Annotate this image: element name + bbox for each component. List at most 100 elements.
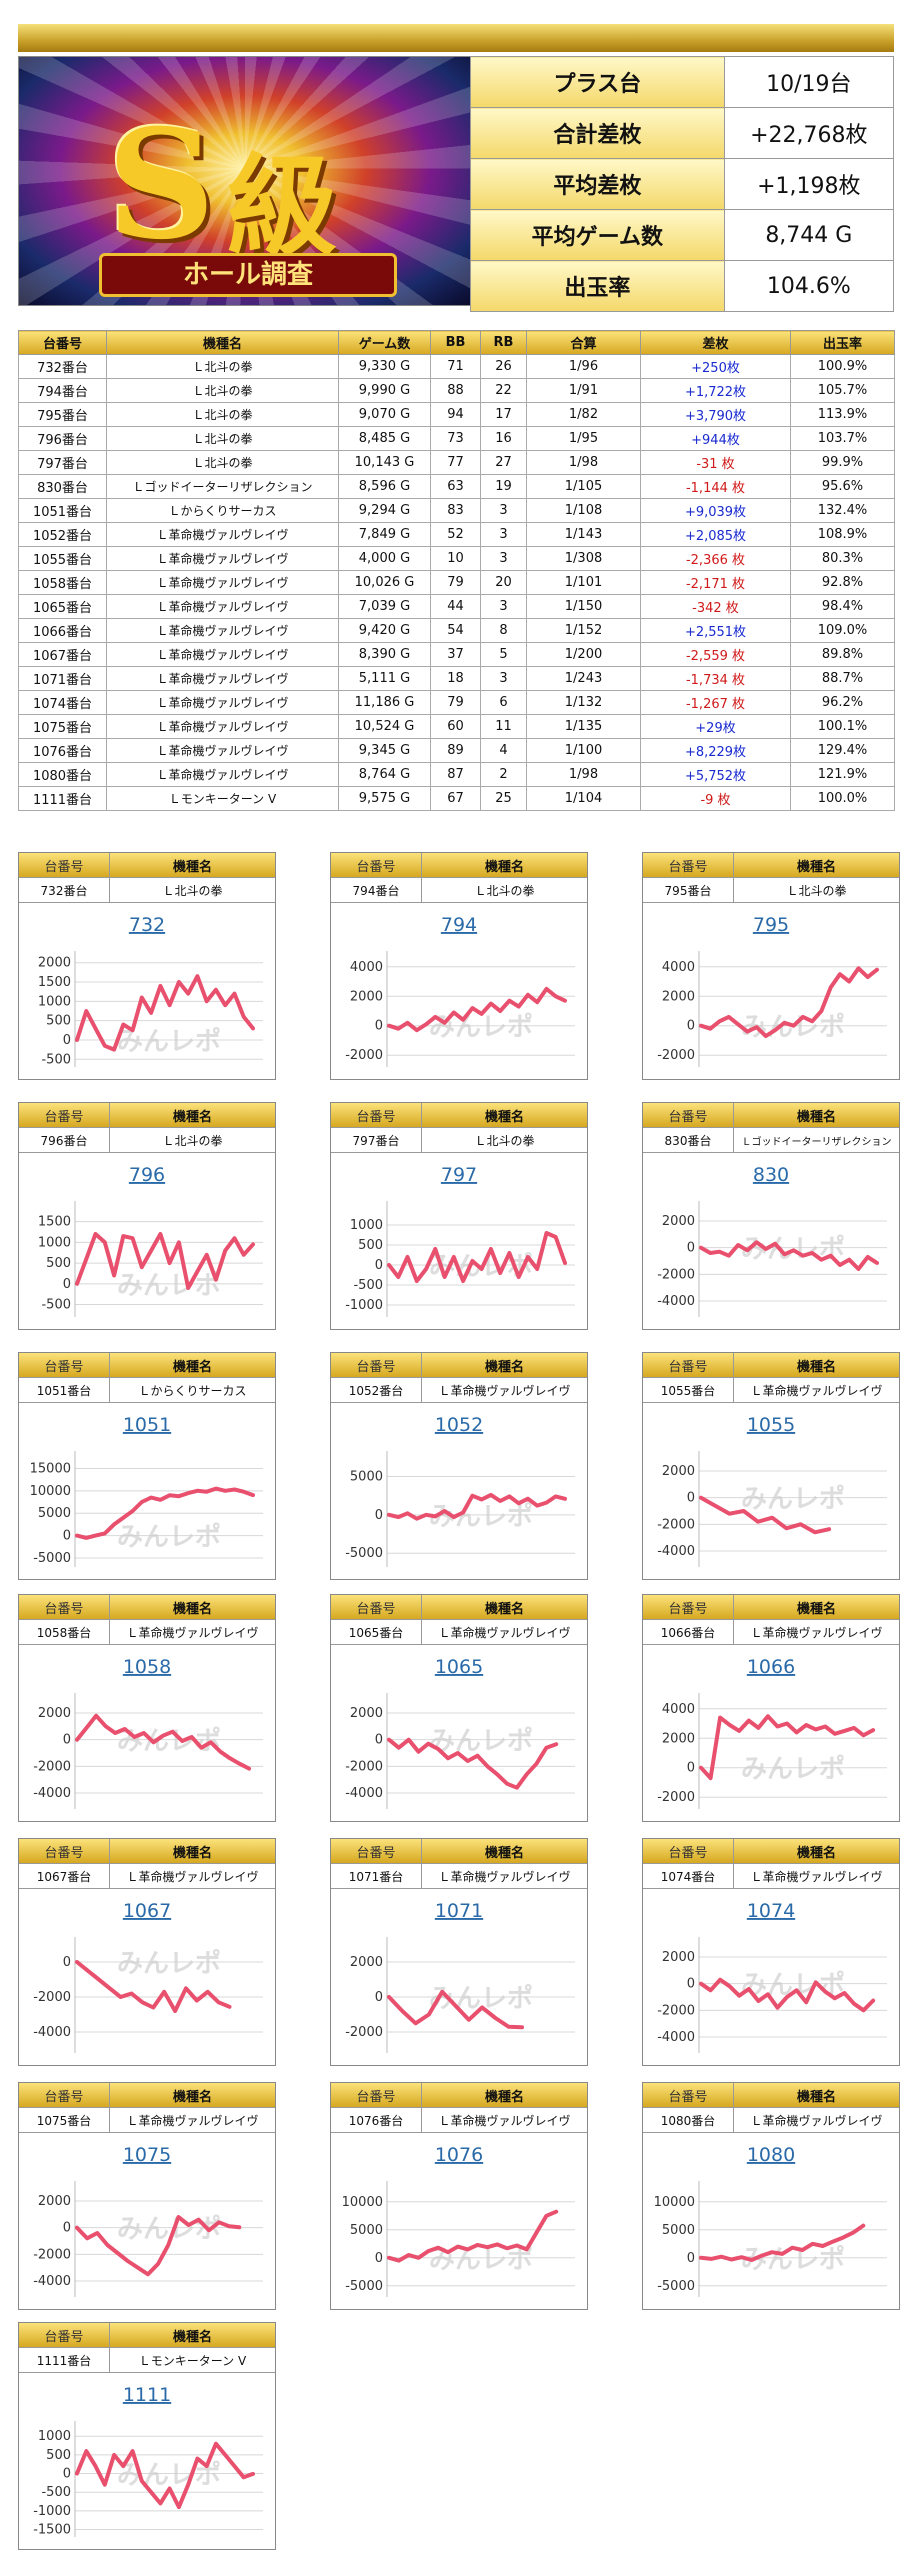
medal-difference: +944枚 bbox=[640, 426, 791, 451]
summary-value: 8,744 G bbox=[723, 209, 895, 261]
y-tick-label: 2000 bbox=[38, 1706, 71, 1721]
graph-card: 台番号 機種名 1076番台 Ｌ革命機ヴァルヴレイヴ 1076 10000 5000 0 -50… bbox=[330, 2082, 588, 2310]
summary-table: プラス台 10/19台 合計差枚 +22,768枚 平均差枚 +1,198枚 平均ゲーム数 8… bbox=[470, 56, 895, 312]
y-tick-label: 500 bbox=[358, 1238, 383, 1253]
watermark-logo: みんレポ bbox=[429, 1012, 533, 1043]
card-machine-name: Ｌ北斗の拳 bbox=[162, 883, 223, 898]
y-tick-label: 0 bbox=[375, 2251, 383, 2266]
machine-number: 1052番台 bbox=[18, 522, 107, 547]
card-machine-name: Ｌ北斗の拳 bbox=[474, 883, 535, 898]
card-machine-number: 1074番台 bbox=[643, 1864, 734, 1888]
medal-difference: -31 枚 bbox=[640, 450, 791, 475]
watermark-logo: みんレポ bbox=[429, 1501, 533, 1532]
column-header: 台番号 bbox=[18, 330, 107, 355]
y-tick-label: -2000 bbox=[657, 2003, 695, 2018]
balance-line-chart: 1058 2000 0 -2000 -4000 みんレポ bbox=[33, 1656, 263, 1809]
payout-rate: 103.7% bbox=[790, 426, 895, 451]
graph-card: 台番号 機種名 794番台 Ｌ北斗の拳 794 4000 2000 0 -2000 みんレポ bbox=[330, 852, 588, 1080]
medal-difference: +8,229枚 bbox=[640, 738, 791, 763]
machine-number: 732番台 bbox=[18, 354, 107, 379]
medal-difference: +29枚 bbox=[640, 714, 791, 739]
watermark-logo: みんレポ bbox=[741, 1754, 845, 1785]
payout-rate: 132.4% bbox=[790, 498, 895, 523]
machine-name: Ｌ北斗の拳 bbox=[106, 354, 339, 379]
column-header: RB bbox=[480, 330, 527, 355]
medal-difference: +250枚 bbox=[640, 354, 791, 379]
combined-probability: 1/82 bbox=[526, 402, 641, 427]
graph-card-header: 台番号 機種名 bbox=[643, 853, 899, 878]
medal-difference: -1,734 枚 bbox=[640, 666, 791, 691]
y-tick-label: -2000 bbox=[657, 1790, 695, 1805]
summary-row: 平均差枚 +1,198枚 bbox=[470, 158, 895, 210]
header-number-label: 台番号 bbox=[331, 1103, 422, 1127]
graph-card-info: 795番台 Ｌ北斗の拳 bbox=[643, 878, 899, 903]
combined-probability: 1/95 bbox=[526, 426, 641, 451]
top-gold-band bbox=[18, 24, 894, 52]
header-name-label: 機種名 bbox=[796, 1109, 836, 1125]
y-tick-label: -4000 bbox=[657, 2030, 695, 2045]
machine-number: 1055番台 bbox=[18, 546, 107, 571]
chart-title-link: 1066 bbox=[747, 1656, 795, 1678]
card-machine-name: Ｌ革命機ヴァルヴレイヴ bbox=[438, 1869, 571, 1884]
y-tick-label: -2000 bbox=[33, 1759, 71, 1774]
column-header: 差枚 bbox=[640, 330, 791, 355]
header-name-label: 機種名 bbox=[172, 1359, 212, 1375]
table-row: 1055番台 Ｌ革命機ヴァルヴレイヴ 4,000 G 10 3 1/308 -2,366 枚… bbox=[18, 546, 895, 571]
table-row: 1065番台 Ｌ革命機ヴァルヴレイヴ 7,039 G 44 3 1/150 -342 枚 98… bbox=[18, 594, 895, 619]
regular-bonus-count: 11 bbox=[480, 714, 527, 739]
graph-card-info: 1071番台 Ｌ革命機ヴァルヴレイヴ bbox=[331, 1864, 587, 1889]
y-tick-label: 0 bbox=[687, 1761, 695, 1776]
graph-card: 台番号 機種名 1075番台 Ｌ革命機ヴァルヴレイヴ 1075 2000 0 -2000 -40… bbox=[18, 2082, 276, 2310]
graph-card: 台番号 機種名 795番台 Ｌ北斗の拳 795 4000 2000 0 -2000 みんレポ bbox=[642, 852, 900, 1080]
chart-title-link: 1076 bbox=[435, 2144, 483, 2166]
machine-number: 1076番台 bbox=[18, 738, 107, 763]
summary-value: 104.6% bbox=[723, 260, 895, 312]
game-count: 10,026 G bbox=[338, 570, 431, 595]
card-machine-number: 795番台 bbox=[643, 878, 734, 902]
graph-card-info: 1066番台 Ｌ革命機ヴァルヴレイヴ bbox=[643, 1620, 899, 1645]
medal-difference: +2,085枚 bbox=[640, 522, 791, 547]
balance-series-line bbox=[699, 1495, 832, 1535]
machine-name: Ｌ革命機ヴァルヴレイヴ bbox=[106, 522, 339, 547]
game-count: 4,000 G bbox=[338, 546, 431, 571]
game-count: 5,111 G bbox=[338, 666, 431, 691]
table-row: 1080番台 Ｌ革命機ヴァルヴレイヴ 8,764 G 87 2 1/98 +5,752枚 12… bbox=[18, 762, 895, 787]
big-bonus-count: 73 bbox=[430, 426, 481, 451]
graph-card-info: 1076番台 Ｌ革命機ヴァルヴレイヴ bbox=[331, 2108, 587, 2133]
y-tick-label: 4000 bbox=[350, 960, 383, 975]
card-machine-number: 796番台 bbox=[19, 1128, 110, 1152]
header-name-label: 機種名 bbox=[484, 1845, 524, 1861]
card-machine-name: Ｌ革命機ヴァルヴレイヴ bbox=[750, 1869, 883, 1884]
card-machine-number: 1066番台 bbox=[643, 1620, 734, 1644]
graph-card: 台番号 機種名 1065番台 Ｌ革命機ヴァルヴレイヴ 1065 2000 0 -2000 -40… bbox=[330, 1594, 588, 1822]
graph-card-info: 1055番台 Ｌ革命機ヴァルヴレイヴ bbox=[643, 1378, 899, 1403]
medal-difference: -2,366 枚 bbox=[640, 546, 791, 571]
header-name-label: 機種名 bbox=[172, 1109, 212, 1125]
y-tick-label: 4000 bbox=[662, 1702, 695, 1717]
y-tick-label: 5000 bbox=[662, 2223, 695, 2238]
payout-rate: 129.4% bbox=[790, 738, 895, 763]
game-count: 8,764 G bbox=[338, 762, 431, 787]
header-name-label: 機種名 bbox=[796, 859, 836, 875]
payout-rate: 100.9% bbox=[790, 354, 895, 379]
graph-card-info: 797番台 Ｌ北斗の拳 bbox=[331, 1128, 587, 1153]
card-machine-number: 1065番台 bbox=[331, 1620, 422, 1644]
graph-card-header: 台番号 機種名 bbox=[19, 2323, 275, 2348]
machine-name: Ｌ革命機ヴァルヴレイヴ bbox=[106, 738, 339, 763]
machine-number: 1066番台 bbox=[18, 618, 107, 643]
card-machine-name: Ｌ革命機ヴァルヴレイヴ bbox=[126, 2113, 259, 2128]
medal-difference: -2,171 枚 bbox=[640, 570, 791, 595]
payout-rate: 88.7% bbox=[790, 666, 895, 691]
graph-card-info: 1052番台 Ｌ革命機ヴァルヴレイヴ bbox=[331, 1378, 587, 1403]
regular-bonus-count: 19 bbox=[480, 474, 527, 499]
graph-card-header: 台番号 機種名 bbox=[19, 853, 275, 878]
machine-name: Ｌ革命機ヴァルヴレイヴ bbox=[106, 690, 339, 715]
card-machine-name: Ｌ革命機ヴァルヴレイヴ bbox=[126, 1869, 259, 1884]
graph-card-info: 1075番台 Ｌ革命機ヴァルヴレイヴ bbox=[19, 2108, 275, 2133]
card-machine-number: 1075番台 bbox=[19, 2108, 110, 2132]
payout-rate: 105.7% bbox=[790, 378, 895, 403]
chart-title-link: 1080 bbox=[747, 2144, 795, 2166]
chart-title-link: 1051 bbox=[123, 1414, 171, 1436]
y-tick-label: 0 bbox=[63, 2221, 71, 2236]
